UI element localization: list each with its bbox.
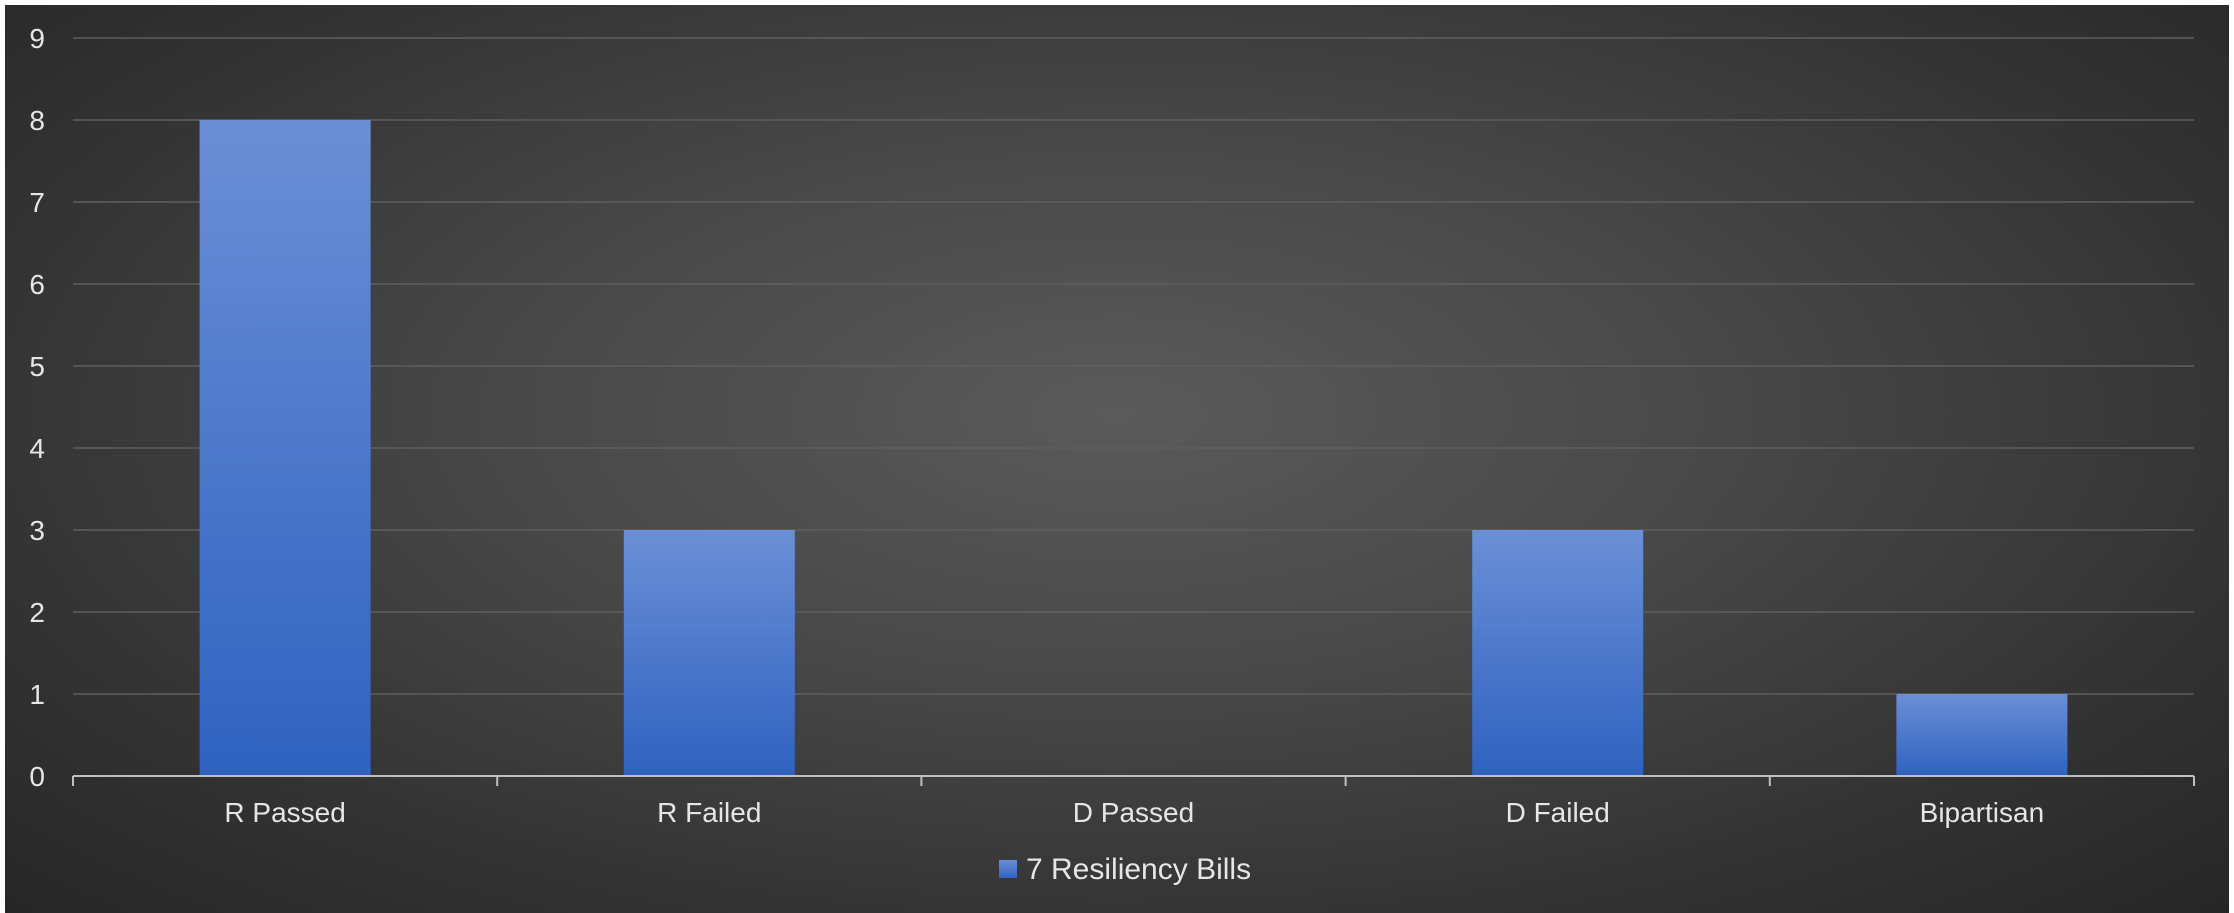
y-tick-label: 9 [29, 23, 45, 54]
bar-r-passed[interactable] [199, 120, 371, 776]
x-tick-label: R Failed [657, 797, 761, 828]
bar-chart: 0 1 2 3 4 5 6 7 8 9 R Passed R Failed D Passed D Fai… [29, 23, 2195, 886]
x-axis: R Passed R Failed D Passed D Failed Bipartis… [72, 775, 2195, 828]
y-tick-label: 2 [29, 597, 45, 628]
bars [199, 120, 2068, 776]
y-tick-label: 6 [29, 269, 45, 300]
y-tick-label: 5 [29, 351, 45, 382]
y-tick-label: 1 [29, 679, 45, 710]
bar-d-failed[interactable] [1472, 530, 1644, 776]
y-tick-label: 0 [29, 761, 45, 792]
gridlines [73, 37, 2194, 695]
legend-swatch [999, 860, 1017, 878]
legend-label: 7 Resiliency Bills [1026, 853, 1251, 886]
bar-bipartisan[interactable] [1896, 694, 2068, 776]
y-tick-label: 8 [29, 105, 45, 136]
chart-area: 0 1 2 3 4 5 6 7 8 9 R Passed R Failed D Passed D Fai… [5, 5, 2229, 913]
x-tick-label: R Passed [224, 797, 345, 828]
x-tick-label: Bipartisan [1920, 797, 2045, 828]
bar-r-failed[interactable] [623, 530, 795, 776]
y-tick-label: 3 [29, 515, 45, 546]
y-tick-label: 7 [29, 187, 45, 218]
y-tick-label: 4 [29, 433, 45, 464]
legend[interactable]: 7 Resiliency Bills [999, 853, 1251, 886]
x-tick-label: D Failed [1506, 797, 1610, 828]
y-axis-labels: 0 1 2 3 4 5 6 7 8 9 [29, 23, 45, 792]
x-tick-label: D Passed [1073, 797, 1194, 828]
